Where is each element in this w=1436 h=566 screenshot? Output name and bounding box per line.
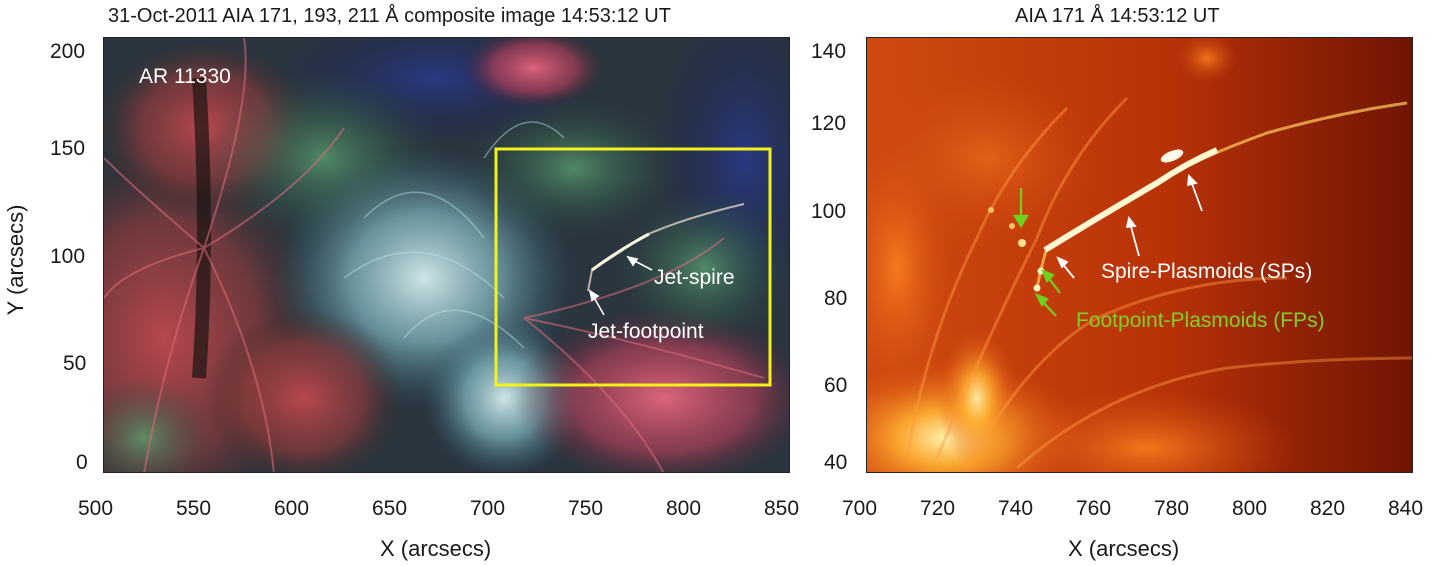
right-ytick-100: 100	[811, 200, 847, 223]
right-x-axis-label: X (arcsecs)	[1068, 536, 1180, 561]
right-aia171-image: Spire-Plasmoids (SPs) Footpoint-Plasmoid…	[866, 37, 1413, 473]
right-xtick-700: 700	[842, 497, 878, 520]
left-ytick-50: 50	[63, 352, 87, 375]
right-xtick-820: 820	[1310, 497, 1346, 520]
left-x-axis-label: X (arcsecs)	[380, 536, 492, 561]
left-xtick-650: 650	[372, 497, 408, 520]
left-xtick-550: 550	[176, 497, 212, 520]
left-xtick-750: 750	[568, 497, 604, 520]
right-ytick-80: 80	[824, 287, 848, 310]
left-composite-image: AR 11330 Jet-spire Jet-footpoint	[103, 37, 790, 473]
right-panel-title: AIA 171 Å 14:53:12 UT	[1015, 5, 1220, 27]
region-of-interest-box	[494, 147, 772, 387]
active-region-label: AR 11330	[139, 65, 231, 88]
right-xtick-720: 720	[920, 497, 956, 520]
left-xtick-500: 500	[78, 497, 114, 520]
left-ytick-0: 0	[76, 451, 88, 474]
footpoint-plasmoids-label: Footpoint-Plasmoids (FPs)	[1076, 309, 1325, 332]
right-xtick-840: 840	[1388, 497, 1424, 520]
left-ytick-200: 200	[50, 40, 86, 63]
right-xtick-740: 740	[998, 497, 1034, 520]
left-xtick-850: 850	[764, 497, 800, 520]
right-ytick-40: 40	[824, 451, 848, 474]
composite-image-render	[104, 38, 789, 472]
right-ytick-60: 60	[824, 374, 848, 397]
jet-footpoint-label: Jet-footpoint	[588, 320, 704, 343]
left-y-axis-label: Y (arcsecs)	[3, 204, 28, 316]
jet-spire-label: Jet-spire	[654, 266, 735, 289]
left-xtick-800: 800	[666, 497, 702, 520]
left-ytick-100: 100	[50, 245, 86, 268]
right-xtick-760: 760	[1076, 497, 1112, 520]
right-xtick-780: 780	[1154, 497, 1190, 520]
right-ytick-140: 140	[811, 40, 847, 63]
right-ytick-120: 120	[811, 112, 847, 135]
right-xtick-800: 800	[1232, 497, 1268, 520]
left-panel-title: 31-Oct-2011 AIA 171, 193, 211 Å composit…	[108, 5, 671, 27]
aia171-image-render	[867, 38, 1412, 472]
left-xtick-600: 600	[274, 497, 310, 520]
spire-plasmoids-label: Spire-Plasmoids (SPs)	[1101, 260, 1313, 283]
left-xtick-700: 700	[470, 497, 506, 520]
left-ytick-150: 150	[50, 137, 86, 160]
